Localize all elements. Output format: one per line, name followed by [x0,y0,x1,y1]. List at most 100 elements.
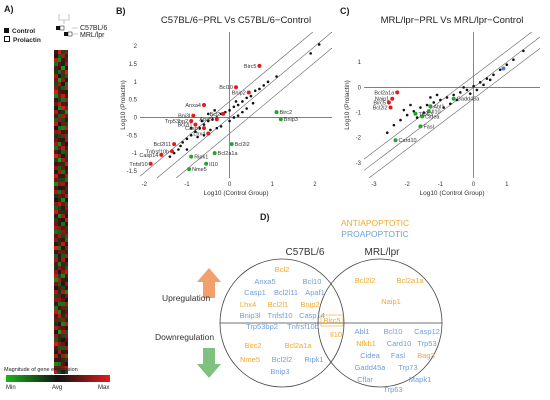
heatmap-cell [64,126,68,130]
highlight-point [159,152,164,157]
heatmap-legend: Control Prolactin [4,28,41,45]
heatmap-cell [54,258,58,262]
heatmap-cell [64,322,68,326]
heatmap-cell [61,62,65,66]
legend-control-label: Control [12,28,36,35]
heatmap-cell [64,294,68,298]
venn-gene-label: Card10 [387,339,412,348]
heatmap-cell [61,234,65,238]
heatmap-cell [57,286,61,290]
downregulation-arrow-icon [197,348,221,378]
heatmap-cell [54,138,58,142]
highlight-point [206,131,211,136]
heatmap-cell [64,142,68,146]
data-point [435,93,439,97]
venn-gene-label: Trp53bp2 [246,322,278,331]
y-tick-label: 0 [134,115,138,121]
heatmap-cell [61,70,65,74]
y-tick-label: -1.5 [127,169,138,175]
heatmap-cell [57,326,61,330]
reference-diagonal [368,48,541,179]
heatmap-cell [57,142,61,146]
venn-gene-label: Abl1 [354,327,369,336]
heatmap-cell [61,206,65,210]
data-point [177,148,180,151]
heatmap-row [54,66,68,70]
x-axis-label: Log10 (Control Group) [419,190,484,197]
heatmap-cell [64,306,68,310]
data-point [399,118,402,122]
heatmap-cell [57,86,61,90]
heatmap-cell [54,202,58,206]
venn-gene-label: Fasl [391,351,406,360]
venn-gene-label: Casp12 [414,327,440,336]
heatmap-row [54,150,68,154]
venn-gene-label: Birc2 [244,341,261,350]
data-point [468,92,472,95]
heatmap-row [54,58,68,62]
heatmap-cell [54,274,58,278]
highlight-point [420,114,425,119]
heatmap-cell [57,318,61,322]
venn-gene-label: Bcl10 [303,277,322,286]
heatmap-cell [57,102,61,106]
heatmap-row [54,302,68,306]
data-point [422,111,426,114]
data-point [245,96,248,100]
y-tick-label: -3 [356,161,362,167]
control-swatch [4,28,9,33]
heatmap-cell [61,182,65,186]
data-point [522,49,525,53]
heatmap-cell [57,330,61,334]
highlight-point [191,113,196,118]
heatmap-cell [54,62,58,66]
heatmap-cell [61,274,65,278]
heatmap-cell [54,122,58,126]
heatmap-cell [54,302,58,306]
heatmap-row [54,110,68,114]
heatmap-cell [64,246,68,250]
heatmap-cell [54,338,58,342]
venn-gene-label: Gadd45a [355,363,387,372]
heatmap-cell [61,98,65,102]
heatmap-cell [57,346,61,350]
point-label: Bni3l [178,114,190,120]
data-point [209,128,212,132]
heatmap-cell [61,170,65,174]
heatmap-cell [54,126,58,130]
heatmap-cell [57,294,61,298]
heatmap-cell [61,86,65,90]
data-point [465,88,469,92]
data-point [459,91,462,94]
heatmap-row [54,54,68,58]
heatmap-cell [64,298,68,302]
heatmap-cell [54,174,58,178]
heatmap-cell [61,50,65,54]
heatmap-cell [61,214,65,218]
data-point [189,126,193,130]
heatmap-cell [54,370,58,374]
heatmap-cell [61,154,65,158]
heatmap-cell [64,194,68,198]
heatmap-cell [54,322,58,326]
heatmap-row [54,298,68,302]
heatmap-cell [57,82,61,86]
heatmap-row [54,338,68,342]
heatmap-cell [64,166,68,170]
point-label: Bnip2 [232,91,246,97]
heatmap-cell [54,198,58,202]
heatmap-cell [54,346,58,350]
data-point [432,101,436,104]
venn-gene-label: Bcl2l1 [268,300,288,309]
heatmap-row [54,230,68,234]
data-point [228,119,231,123]
heatmap-row [54,334,68,338]
highlight-point [393,138,398,143]
heatmap-cell [54,58,58,62]
heatmap-cell [61,290,65,294]
heatmap-row [54,354,68,358]
heatmap-cell [61,190,65,194]
heatmap-cell [64,74,68,78]
highlight-point [418,124,423,129]
heatmap-cell [64,86,68,90]
